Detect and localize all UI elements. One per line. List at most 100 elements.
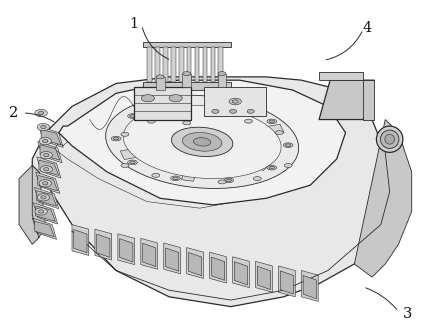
Bar bbox=[218, 47, 223, 82]
Bar bbox=[218, 73, 226, 87]
Ellipse shape bbox=[267, 166, 277, 170]
Ellipse shape bbox=[247, 109, 254, 113]
Polygon shape bbox=[72, 224, 89, 256]
Bar bbox=[171, 47, 175, 82]
Ellipse shape bbox=[283, 143, 293, 147]
Polygon shape bbox=[59, 80, 345, 205]
Polygon shape bbox=[182, 164, 199, 181]
Ellipse shape bbox=[232, 100, 238, 103]
Polygon shape bbox=[40, 145, 60, 160]
Ellipse shape bbox=[226, 104, 231, 107]
Polygon shape bbox=[238, 153, 271, 170]
Ellipse shape bbox=[130, 161, 135, 164]
Ellipse shape bbox=[218, 180, 226, 184]
Ellipse shape bbox=[169, 95, 182, 102]
Polygon shape bbox=[280, 271, 293, 294]
Ellipse shape bbox=[269, 120, 274, 123]
Ellipse shape bbox=[43, 182, 48, 185]
Text: 2: 2 bbox=[9, 106, 18, 120]
Ellipse shape bbox=[123, 105, 281, 178]
Ellipse shape bbox=[226, 179, 231, 182]
Polygon shape bbox=[95, 229, 112, 260]
Polygon shape bbox=[301, 270, 318, 302]
Polygon shape bbox=[35, 187, 59, 209]
Ellipse shape bbox=[171, 127, 233, 157]
Polygon shape bbox=[120, 146, 155, 160]
Polygon shape bbox=[233, 257, 250, 288]
Polygon shape bbox=[205, 103, 223, 120]
Ellipse shape bbox=[229, 98, 242, 105]
Polygon shape bbox=[39, 126, 63, 147]
Ellipse shape bbox=[285, 144, 291, 146]
Ellipse shape bbox=[152, 173, 160, 177]
Polygon shape bbox=[278, 266, 295, 297]
Bar bbox=[202, 47, 207, 82]
Bar bbox=[155, 47, 160, 82]
Ellipse shape bbox=[377, 126, 403, 152]
Ellipse shape bbox=[121, 164, 129, 167]
Polygon shape bbox=[32, 77, 390, 307]
Polygon shape bbox=[37, 191, 56, 206]
Ellipse shape bbox=[111, 136, 121, 141]
Ellipse shape bbox=[40, 152, 52, 159]
Polygon shape bbox=[35, 221, 54, 237]
Bar bbox=[156, 77, 165, 90]
Ellipse shape bbox=[41, 196, 46, 199]
Polygon shape bbox=[363, 80, 374, 119]
Bar bbox=[187, 47, 191, 82]
Polygon shape bbox=[319, 72, 363, 80]
Polygon shape bbox=[118, 234, 135, 264]
Polygon shape bbox=[36, 206, 56, 221]
Polygon shape bbox=[19, 166, 46, 244]
Bar bbox=[182, 73, 191, 87]
Polygon shape bbox=[119, 239, 133, 262]
Polygon shape bbox=[37, 157, 61, 178]
Ellipse shape bbox=[37, 194, 50, 201]
Ellipse shape bbox=[230, 109, 237, 113]
Ellipse shape bbox=[194, 138, 211, 146]
Polygon shape bbox=[187, 248, 203, 278]
Bar bbox=[204, 87, 266, 116]
Polygon shape bbox=[38, 175, 58, 191]
Polygon shape bbox=[32, 218, 56, 239]
Polygon shape bbox=[36, 172, 60, 193]
Ellipse shape bbox=[173, 102, 178, 105]
Ellipse shape bbox=[141, 95, 155, 102]
Bar bbox=[163, 47, 168, 82]
Ellipse shape bbox=[130, 115, 135, 118]
Ellipse shape bbox=[381, 130, 399, 148]
Ellipse shape bbox=[44, 154, 49, 157]
Ellipse shape bbox=[39, 111, 44, 115]
Polygon shape bbox=[39, 160, 59, 175]
Ellipse shape bbox=[35, 208, 47, 215]
Polygon shape bbox=[141, 238, 158, 269]
Ellipse shape bbox=[114, 137, 119, 140]
Ellipse shape bbox=[37, 123, 50, 131]
Ellipse shape bbox=[212, 109, 219, 113]
Ellipse shape bbox=[173, 177, 178, 180]
Ellipse shape bbox=[39, 180, 52, 187]
Polygon shape bbox=[164, 243, 181, 274]
Ellipse shape bbox=[39, 210, 44, 213]
Ellipse shape bbox=[183, 121, 190, 125]
Ellipse shape bbox=[156, 75, 164, 79]
Ellipse shape bbox=[224, 103, 234, 108]
Ellipse shape bbox=[275, 131, 283, 135]
Bar bbox=[210, 47, 215, 82]
Ellipse shape bbox=[183, 71, 190, 75]
Text: 4: 4 bbox=[363, 21, 372, 35]
Polygon shape bbox=[38, 141, 62, 163]
Bar bbox=[134, 87, 191, 119]
Ellipse shape bbox=[121, 132, 129, 136]
Ellipse shape bbox=[245, 119, 253, 123]
Polygon shape bbox=[41, 129, 61, 145]
Ellipse shape bbox=[128, 160, 137, 165]
Ellipse shape bbox=[170, 101, 180, 106]
Bar bbox=[147, 47, 152, 82]
Ellipse shape bbox=[385, 134, 395, 144]
Ellipse shape bbox=[147, 119, 155, 123]
Polygon shape bbox=[303, 275, 317, 299]
Polygon shape bbox=[166, 248, 179, 271]
Polygon shape bbox=[211, 257, 225, 280]
Ellipse shape bbox=[41, 125, 46, 129]
